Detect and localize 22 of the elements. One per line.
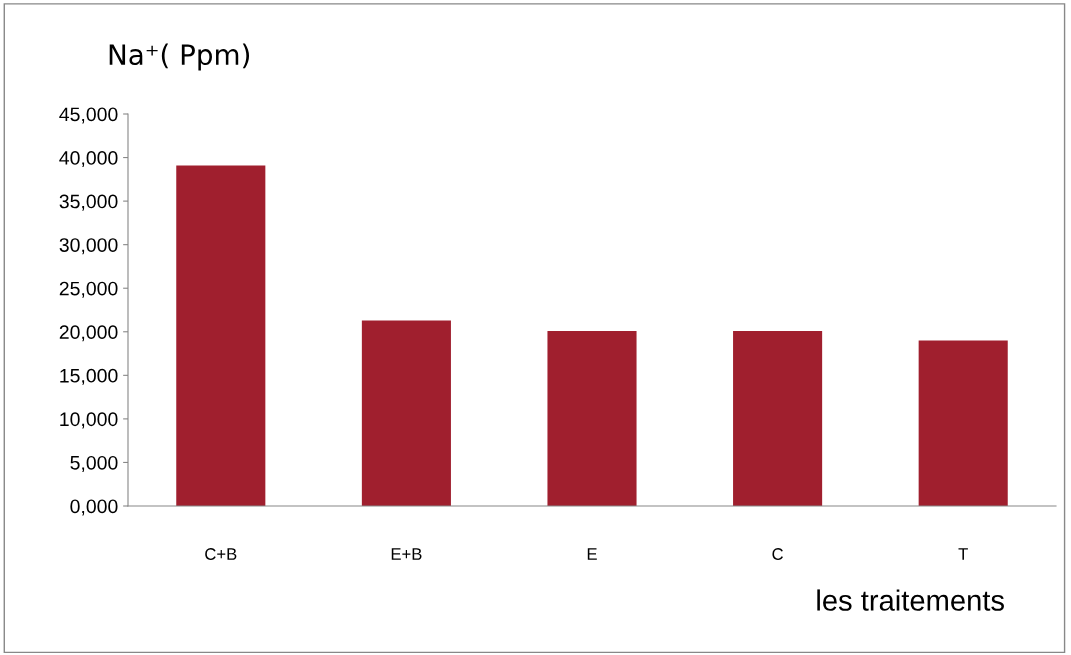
y-axis-title: Na⁺( Ppm) — [109, 43, 250, 71]
x-tick-label: C — [772, 548, 783, 560]
x-axis-title: les traitements — [817, 589, 1004, 611]
bar — [361, 320, 451, 506]
y-tick-label: 40,000 — [59, 151, 118, 168]
bar — [176, 165, 266, 506]
y-tick-label: 45,000 — [59, 107, 118, 124]
bar — [547, 330, 637, 506]
y-tick-label: 20,000 — [59, 325, 118, 342]
x-tick-label: C+B — [205, 548, 237, 560]
x-tick-label: E+B — [391, 548, 422, 560]
y-tick-label: 30,000 — [59, 238, 118, 255]
y-tick-label: 0,000 — [70, 499, 118, 516]
bar — [918, 340, 1008, 506]
y-tick-label: 35,000 — [59, 194, 118, 211]
y-tick-label: 15,000 — [60, 368, 118, 385]
y-tick-label: 5,000 — [70, 455, 118, 472]
bar — [733, 330, 823, 506]
y-tick-label: 10,000 — [60, 412, 118, 429]
x-tick-label: E — [587, 548, 597, 560]
y-tick-label: 25,000 — [59, 281, 118, 298]
x-tick-label: T — [958, 548, 968, 560]
